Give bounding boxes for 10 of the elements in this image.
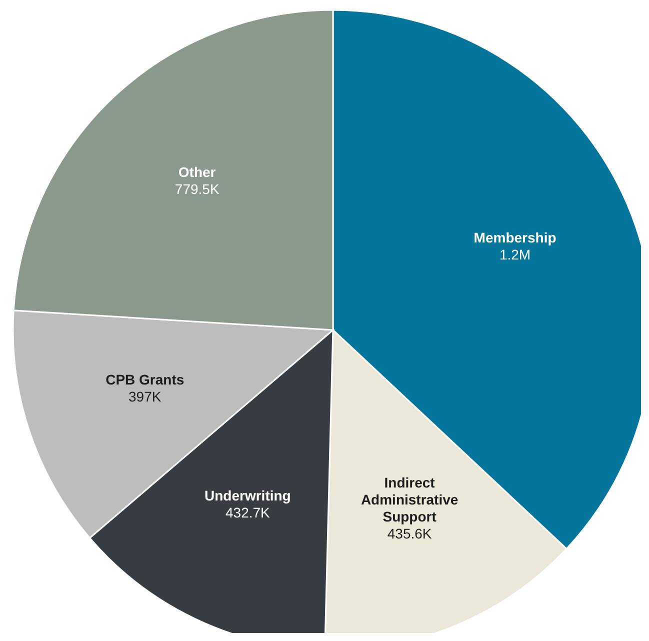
slice-label: Membership — [474, 230, 556, 246]
slice-label: Underwriting — [204, 488, 291, 504]
data-label: 432.7K — [226, 504, 271, 521]
data-label: 397K — [128, 388, 162, 404]
slice-label: Indirect Administrative Support — [360, 474, 458, 525]
slice-label: CPB Grants — [106, 371, 184, 388]
data-label: 779.5K — [174, 180, 220, 197]
data-label: 435.6K — [387, 526, 432, 542]
data-label: 1.2M — [499, 246, 531, 263]
slice-label: Other — [178, 164, 216, 180]
